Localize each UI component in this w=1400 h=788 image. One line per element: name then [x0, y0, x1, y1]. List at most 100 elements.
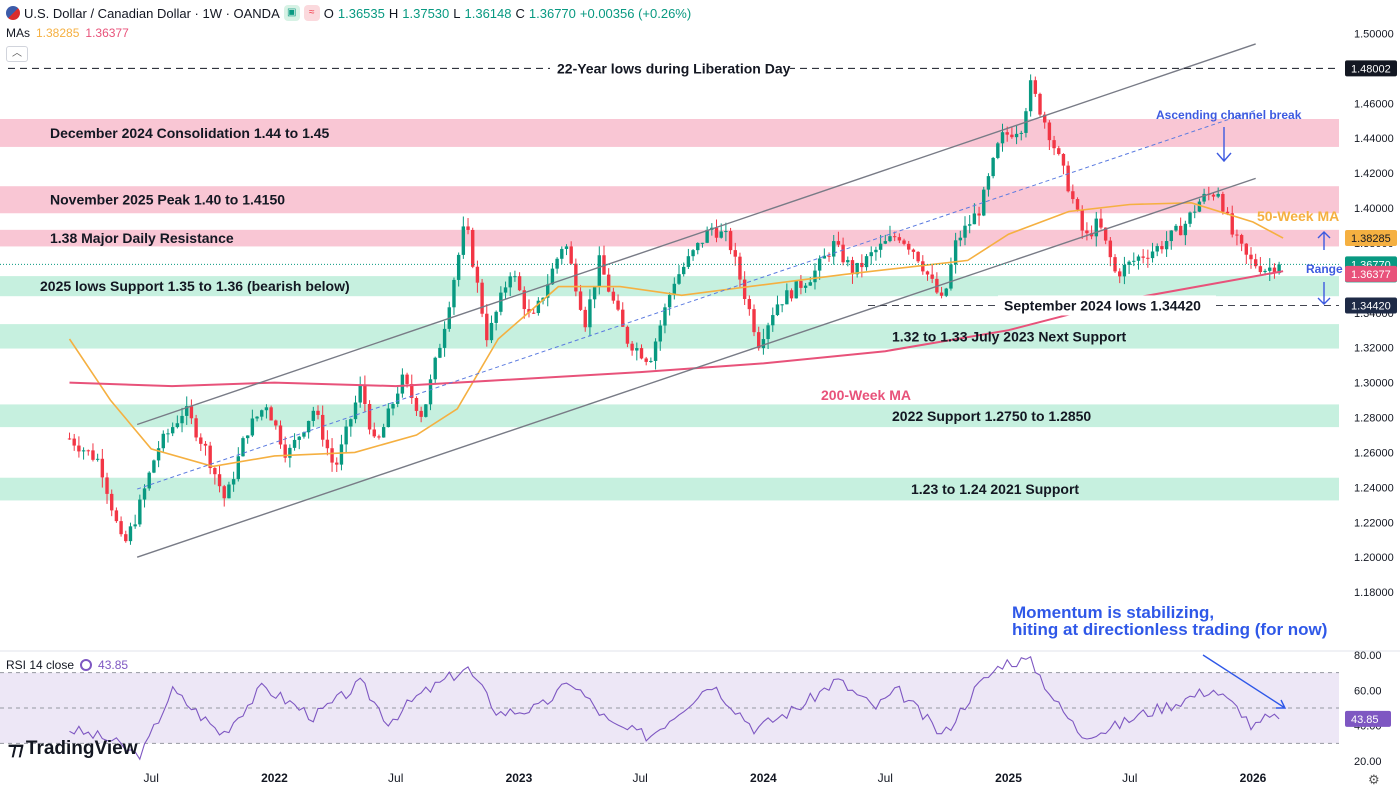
- candle-body-163: [832, 241, 836, 257]
- candle-body-48: [292, 439, 297, 448]
- candle-body-16: [142, 488, 147, 500]
- candle-body-246: [1221, 193, 1225, 212]
- candle-body-150: [771, 315, 775, 326]
- candle-body-225: [1122, 264, 1127, 277]
- candle-body-88: [480, 282, 484, 314]
- candle-body-79: [438, 347, 442, 358]
- price-tick-10: 1.30000: [1354, 378, 1394, 390]
- logo-text: TradingView: [25, 738, 138, 759]
- candle-body-245: [1216, 193, 1220, 197]
- candle-body-146: [752, 309, 756, 333]
- candle-body-71: [400, 374, 405, 394]
- tradingview-logo: ⁊⁊ TradingView: [8, 738, 137, 760]
- candle-body-126: [658, 325, 662, 342]
- candle-body-118: [621, 309, 625, 327]
- change-value: +0.00356 (+0.26%): [579, 5, 692, 21]
- candle-body-115: [606, 274, 611, 292]
- wave-icon[interactable]: ≈: [303, 5, 320, 21]
- x-tick-0: Jul: [144, 771, 159, 785]
- candle-body-183: [925, 271, 930, 275]
- candle-body-190: [958, 237, 963, 241]
- candle-body-78: [433, 357, 437, 380]
- candle-body-32: [217, 474, 222, 487]
- candle-body-181: [916, 251, 920, 262]
- candle-body-239: [1188, 212, 1192, 224]
- candle-body-80: [442, 328, 447, 348]
- candle-body-6: [95, 458, 100, 460]
- low-label: L: [453, 5, 461, 21]
- candle-body-45: [278, 425, 283, 445]
- candle-body-104: [555, 258, 559, 269]
- candle-body-159: [813, 270, 817, 283]
- candle-body-156: [799, 280, 803, 288]
- candle-body-62: [358, 384, 362, 403]
- candle-body-22: [170, 427, 175, 434]
- candle-body-117: [616, 300, 620, 310]
- price-tick-11: 1.28000: [1354, 413, 1394, 425]
- candle-body-67: [381, 427, 386, 438]
- liberation-label-bg: [550, 58, 790, 79]
- candle-body-58: [339, 444, 344, 465]
- candle-body-149: [766, 325, 770, 340]
- candle-body-168: [855, 262, 859, 275]
- candle-body-212: [1061, 153, 1066, 166]
- candle-body-102: [546, 284, 550, 298]
- momentum-annotation-line1: Momentum is stabilizing,: [1012, 603, 1214, 622]
- x-tick-6: Jul: [878, 771, 893, 785]
- rsi-last-tag: 43.85: [1351, 714, 1379, 726]
- rsi-settings-icon[interactable]: [80, 659, 93, 671]
- candle-body-201: [1010, 134, 1014, 138]
- collapse-legend-button[interactable]: ︿: [6, 46, 28, 62]
- price-tick-0: 1.50000: [1354, 28, 1394, 40]
- flag-icon[interactable]: ▣: [283, 5, 300, 21]
- candle-body-197: [991, 157, 995, 177]
- symbol-title[interactable]: U.S. Dollar / Canadian Dollar · 1W · OAN…: [24, 5, 280, 21]
- candle-body-223: [1113, 257, 1117, 272]
- candle-body-76: [424, 404, 428, 417]
- candle-body-57: [335, 462, 339, 465]
- candle-body-187: [944, 288, 948, 296]
- rsi-tick-3: 20.00: [1354, 756, 1382, 768]
- candle-body-40: [255, 416, 259, 419]
- candle-body-228: [1136, 256, 1141, 261]
- candle-body-54: [320, 414, 325, 440]
- candle-body-238: [1183, 223, 1188, 236]
- candle-body-143: [738, 256, 742, 280]
- gear-icon[interactable]: ⚙: [1368, 772, 1380, 787]
- candle-body-84: [461, 226, 466, 255]
- ma50-line: [68, 201, 1284, 468]
- momentum-arrow: [1202, 654, 1287, 709]
- high-label: H: [388, 5, 399, 21]
- ma200-price-tag-bg: [1345, 265, 1397, 282]
- ma200-line: [69, 270, 1284, 388]
- candle-body-13: [128, 526, 133, 542]
- candle-body-120: [630, 343, 634, 351]
- x-tick-5: 2024: [750, 771, 777, 785]
- candle-body-70: [396, 393, 400, 404]
- candle-body-37: [241, 438, 245, 457]
- candle-body-72: [405, 374, 409, 384]
- candle-body-166: [846, 260, 850, 263]
- ma200-annotation: 200-Week MA: [821, 387, 911, 403]
- candle-body-124: [649, 360, 653, 362]
- x-tick-3: 2023: [506, 771, 533, 785]
- candle-body-122: [639, 348, 644, 359]
- range-annotation: Range: [1306, 262, 1343, 276]
- candle-body-82: [452, 279, 456, 308]
- candle-body-198: [996, 143, 1000, 158]
- candle-body-8: [105, 477, 109, 494]
- zone-label-6: 1.23 to 1.24 2021 Support: [911, 481, 1079, 497]
- rsi-legend[interactable]: RSI 14 close 43.85: [6, 658, 128, 672]
- mas-legend[interactable]: MAs 1.38285 1.36377: [6, 26, 129, 40]
- candle-body-140: [724, 231, 728, 233]
- candle-body-127: [663, 307, 667, 326]
- candle-body-35: [231, 479, 236, 485]
- candle-body-132: [686, 256, 691, 267]
- candle-body-173: [878, 243, 883, 250]
- channel-lower-line: [136, 177, 1256, 558]
- candle-body-31: [213, 468, 217, 475]
- candle-body-65: [372, 429, 376, 437]
- zone-5: [0, 404, 1339, 428]
- candle-body-92: [499, 292, 503, 312]
